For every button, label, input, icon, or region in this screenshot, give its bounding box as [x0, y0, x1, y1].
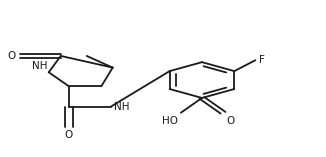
Text: O: O	[226, 116, 234, 126]
Text: F: F	[259, 55, 265, 65]
Text: HO: HO	[162, 116, 178, 126]
Text: O: O	[65, 130, 73, 140]
Text: NH: NH	[114, 102, 130, 111]
Text: NH: NH	[32, 61, 47, 71]
Text: O: O	[7, 51, 15, 61]
